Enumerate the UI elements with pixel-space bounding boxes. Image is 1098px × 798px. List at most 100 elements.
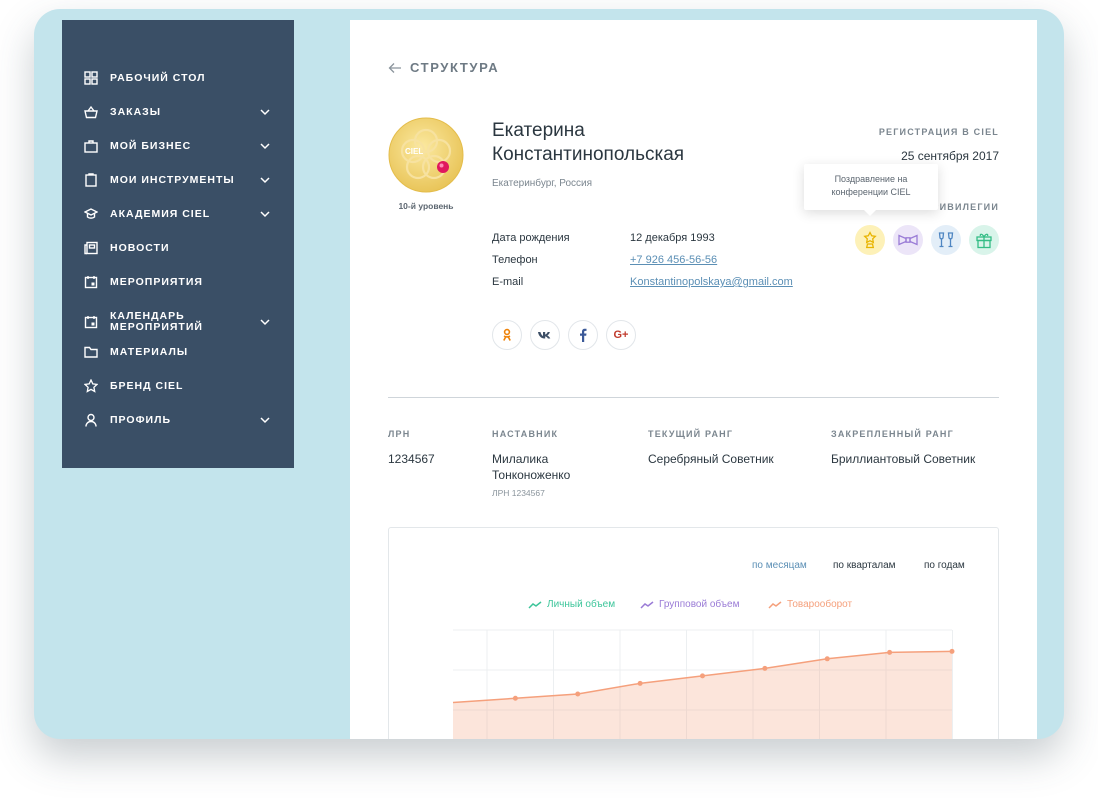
trend-line-icon bbox=[528, 600, 542, 609]
volume-chart: по месяцам по кварталам по годам Личный … bbox=[388, 527, 999, 739]
sidebar-item-dashboard[interactable]: РАБОЧИЙ СТОЛ bbox=[62, 64, 294, 92]
data-point[interactable] bbox=[575, 691, 581, 697]
vk-icon bbox=[538, 332, 551, 339]
sidebar-item-label: НОВОСТИ bbox=[110, 241, 170, 254]
graduation-cap-icon bbox=[84, 207, 98, 221]
tooltip-text: Поздравление на конференции CIEL bbox=[831, 174, 911, 197]
legend-label: Групповой объем bbox=[659, 599, 740, 610]
sidebar-item-label: МАТЕРИАЛЫ bbox=[110, 345, 189, 358]
first-name: Екатерина bbox=[492, 120, 585, 141]
sidebar-item-label: МЕРОПРИЯТИЯ bbox=[110, 275, 203, 288]
sidebar-item-brand[interactable]: БРЕНД CIEL bbox=[62, 372, 294, 400]
sidebar-item-orders[interactable]: ЗАКАЗЫ bbox=[62, 98, 294, 126]
legend-label: Товарооборот bbox=[787, 599, 853, 610]
chevron-down-icon bbox=[259, 316, 271, 328]
email-link[interactable]: Konstantinopolskaya@gmail.com bbox=[630, 276, 793, 288]
data-point[interactable] bbox=[700, 673, 705, 679]
period-monthly-tab[interactable]: по месяцам bbox=[752, 560, 807, 571]
data-point[interactable] bbox=[762, 665, 768, 671]
trend-line-icon bbox=[768, 600, 782, 609]
bow-tie-icon bbox=[898, 234, 918, 246]
privilege-bow-tie[interactable] bbox=[893, 225, 923, 255]
data-point[interactable] bbox=[637, 680, 643, 686]
folder-icon bbox=[84, 345, 98, 359]
sidebar-item-events-calendar[interactable]: КАЛЕНДАРЬ МЕРОПРИЯТИЙ bbox=[62, 304, 294, 340]
data-point[interactable] bbox=[824, 656, 830, 662]
basket-icon bbox=[84, 105, 98, 119]
back-link[interactable]: СТРУКТУРА bbox=[388, 60, 499, 75]
level-label: 10-й уровень bbox=[398, 201, 454, 211]
google-plus-icon: G+ bbox=[613, 329, 629, 341]
chevron-down-icon bbox=[259, 140, 271, 152]
sidebar-item-label: БРЕНД CIEL bbox=[110, 379, 184, 392]
profile-name: Екатерина Константинопольская bbox=[492, 119, 684, 167]
data-point[interactable] bbox=[512, 695, 518, 701]
phone-link[interactable]: +7 926 456-56-56 bbox=[630, 254, 718, 266]
last-name: Константинопольская bbox=[492, 144, 685, 165]
sidebar-item-my-business[interactable]: МОЙ БИЗНЕС bbox=[62, 132, 294, 160]
calendar-icon bbox=[84, 275, 98, 289]
registration-label: РЕГИСТРАЦИЯ В CIEL bbox=[878, 127, 999, 137]
google-plus-button[interactable]: G+ bbox=[606, 320, 636, 350]
sidebar-item-label: МЕРОПРИЯТИЙ bbox=[110, 321, 203, 333]
clipboard-icon bbox=[84, 173, 98, 187]
section-divider bbox=[388, 397, 999, 398]
fixed-rank-label: ЗАКРЕПЛЕННЫЙ РАНГ bbox=[831, 429, 954, 439]
dashboard-icon bbox=[84, 71, 98, 85]
mentor-lrn: ЛРН 1234567 bbox=[492, 488, 545, 498]
facebook-icon bbox=[580, 328, 587, 342]
legend-turnover[interactable]: Товарооборот bbox=[768, 599, 852, 610]
sidebar-item-academy[interactable]: АКАДЕМИЯ CIEL bbox=[62, 200, 294, 228]
privileges-label: ПРИВИЛЕГИИ bbox=[924, 202, 999, 212]
app-frame: РАБОЧИЙ СТОЛ ЗАКАЗЫ МОЙ БИЗНЕС МОИ ИНСТР… bbox=[34, 9, 1064, 739]
chevron-down-icon bbox=[259, 414, 271, 426]
period-quarterly-tab[interactable]: по кварталам bbox=[833, 560, 896, 571]
privilege-champagne[interactable] bbox=[931, 225, 961, 255]
sidebar-item-label: ЗАКАЗЫ bbox=[110, 105, 162, 118]
odnoklassniki-icon bbox=[503, 328, 511, 341]
series-area-turnover bbox=[453, 651, 952, 739]
sidebar-item-events[interactable]: МЕРОПРИЯТИЯ bbox=[62, 268, 294, 296]
sidebar-item-label: МОЙ БИЗНЕС bbox=[110, 139, 192, 152]
chevron-down-icon bbox=[259, 106, 271, 118]
chevron-down-icon bbox=[259, 208, 271, 220]
sidebar-item-news[interactable]: НОВОСТИ bbox=[62, 234, 294, 262]
chart-plot bbox=[452, 629, 955, 739]
user-icon bbox=[84, 413, 98, 427]
gift-icon bbox=[976, 233, 992, 249]
briefcase-icon bbox=[84, 139, 98, 153]
mentor-name[interactable]: Милалика Тонконоженко bbox=[492, 451, 570, 483]
profile-panel: СТРУКТУРА CIEL 10-й уровень Екатерина Ко… bbox=[350, 20, 1037, 739]
champagne-glasses-icon bbox=[938, 232, 954, 248]
odnoklassniki-button[interactable] bbox=[492, 320, 522, 350]
vk-button[interactable] bbox=[530, 320, 560, 350]
privilege-tooltip: Поздравление на конференции CIEL bbox=[804, 164, 938, 216]
sidebar: РАБОЧИЙ СТОЛ ЗАКАЗЫ МОЙ БИЗНЕС МОИ ИНСТР… bbox=[62, 20, 294, 468]
privilege-conference-award[interactable] bbox=[855, 225, 885, 255]
chevron-down-icon bbox=[259, 174, 271, 186]
sidebar-item-materials[interactable]: МАТЕРИАЛЫ bbox=[62, 338, 294, 366]
trophy-star-icon bbox=[863, 231, 877, 249]
sidebar-item-my-tools[interactable]: МОИ ИНСТРУМЕНТЫ bbox=[62, 166, 294, 194]
birth-label: Дата рождения bbox=[492, 232, 570, 244]
mentor-label: НАСТАВНИК bbox=[492, 429, 559, 439]
birth-value: 12 декабря 1993 bbox=[630, 232, 715, 244]
period-yearly-tab[interactable]: по годам bbox=[924, 560, 965, 571]
current-rank-label: ТЕКУЩИЙ РАНГ bbox=[648, 429, 734, 439]
calendar-icon bbox=[84, 315, 98, 329]
sidebar-item-label: МОИ ИНСТРУМЕНТЫ bbox=[110, 173, 235, 186]
newspaper-icon bbox=[84, 241, 98, 255]
arrow-left-icon bbox=[388, 62, 401, 73]
trend-line-icon bbox=[640, 600, 654, 609]
legend-group-volume[interactable]: Групповой объем bbox=[640, 599, 739, 610]
legend-personal-volume[interactable]: Личный объем bbox=[528, 599, 615, 610]
sidebar-item-label: АКАДЕМИЯ CIEL bbox=[110, 207, 211, 220]
lrn-label: ЛРН bbox=[388, 429, 411, 439]
fixed-rank-value: Бриллиантовый Советник bbox=[831, 452, 976, 466]
data-point[interactable] bbox=[949, 648, 955, 654]
facebook-button[interactable] bbox=[568, 320, 598, 350]
level-badge-avatar: CIEL bbox=[388, 117, 464, 193]
data-point[interactable] bbox=[887, 649, 893, 655]
privilege-gift[interactable] bbox=[969, 225, 999, 255]
sidebar-item-profile[interactable]: ПРОФИЛЬ bbox=[62, 406, 294, 434]
